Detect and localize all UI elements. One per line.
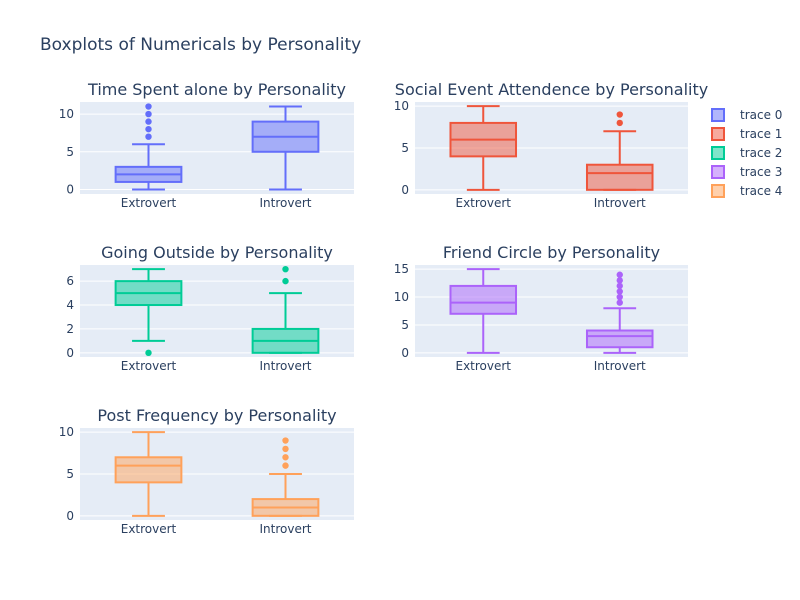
x-tick-label: Extrovert bbox=[455, 196, 511, 210]
legend-label: trace 3 bbox=[740, 165, 782, 179]
y-tick-label: 5 bbox=[401, 318, 409, 332]
legend-item-trace-0[interactable]: trace 0 bbox=[711, 108, 782, 122]
y-tick-label: 0 bbox=[401, 183, 409, 197]
box-extrovert bbox=[449, 268, 518, 354]
outlier-point bbox=[282, 445, 289, 453]
box-extrovert bbox=[114, 431, 183, 517]
iqr-box bbox=[585, 329, 654, 349]
y-tick-label: 0 bbox=[66, 182, 74, 196]
legend-swatch bbox=[711, 127, 725, 141]
x-tick-label: Introvert bbox=[260, 522, 312, 536]
legend-item-trace-2[interactable]: trace 2 bbox=[711, 146, 782, 160]
iqr-box bbox=[585, 163, 654, 191]
outlier-point bbox=[616, 293, 623, 301]
legend-item-trace-1[interactable]: trace 1 bbox=[711, 127, 782, 141]
box-introvert bbox=[585, 111, 654, 191]
subplot-title: Social Event Attendence by Personality bbox=[395, 80, 708, 99]
outlier-point bbox=[616, 299, 623, 306]
legend-swatch bbox=[711, 146, 725, 160]
y-tick-label: 0 bbox=[66, 509, 74, 523]
y-tick-label: 0 bbox=[66, 346, 74, 360]
box-extrovert bbox=[114, 103, 183, 191]
outlier-point bbox=[145, 349, 152, 357]
box-extrovert bbox=[114, 268, 183, 357]
box-extrovert bbox=[449, 105, 518, 191]
outlier-point bbox=[616, 288, 623, 295]
outlier-point bbox=[282, 277, 289, 285]
x-tick-label: Introvert bbox=[260, 359, 312, 373]
outlier-point bbox=[145, 125, 152, 133]
y-tick-label: 5 bbox=[401, 141, 409, 155]
legend-label: trace 0 bbox=[740, 108, 782, 122]
outlier-point bbox=[616, 119, 623, 127]
outlier-point bbox=[145, 133, 152, 140]
legend-swatch bbox=[711, 165, 725, 179]
outlier-point bbox=[616, 111, 623, 118]
subplot-title: Time Spent alone by Personality bbox=[87, 80, 346, 99]
x-tick-label: Extrovert bbox=[121, 196, 177, 210]
subplot-trace-2: 0 2 4 6 Going Outside by Personality Extrover… bbox=[66, 243, 354, 373]
legend-swatch bbox=[711, 184, 725, 198]
legend-label: trace 4 bbox=[740, 184, 782, 198]
box-introvert bbox=[251, 265, 320, 354]
outlier-point bbox=[282, 454, 289, 461]
outlier-point bbox=[282, 462, 289, 469]
x-tick-label: Extrovert bbox=[121, 359, 177, 373]
legend-item-trace-3[interactable]: trace 3 bbox=[711, 165, 782, 179]
outlier-point bbox=[282, 265, 289, 273]
x-tick-label: Extrovert bbox=[121, 522, 177, 536]
outlier-point bbox=[616, 271, 623, 278]
subplot-trace-4: 0 5 10 Post Frequency by Personality Extrove… bbox=[59, 406, 354, 536]
y-tick-label: 10 bbox=[394, 99, 409, 113]
legend-label: trace 1 bbox=[740, 127, 782, 141]
subplot-title: Friend Circle by Personality bbox=[443, 243, 660, 262]
subplot-trace-3: 0 5 10 15 Friend Circle by Personality Extrov… bbox=[394, 243, 688, 373]
box-introvert bbox=[251, 105, 320, 191]
outlier-point bbox=[145, 110, 152, 118]
legend-label: trace 2 bbox=[740, 146, 782, 160]
y-tick-label: 6 bbox=[66, 274, 74, 288]
subplot-trace-0: 0 5 10 Time Spent alone by Personality Extro… bbox=[59, 80, 354, 210]
box-introvert bbox=[585, 271, 654, 354]
legend-item-trace-4[interactable]: trace 4 bbox=[711, 184, 782, 198]
y-tick-label: 4 bbox=[66, 298, 74, 312]
y-tick-label: 5 bbox=[66, 145, 74, 159]
y-tick-label: 5 bbox=[66, 467, 74, 481]
y-tick-label: 10 bbox=[59, 107, 74, 121]
outlier-point bbox=[282, 437, 289, 444]
outlier-point bbox=[616, 277, 623, 284]
y-tick-label: 15 bbox=[394, 262, 409, 276]
x-tick-label: Introvert bbox=[594, 359, 646, 373]
x-tick-label: Introvert bbox=[260, 196, 312, 210]
subplot-title: Going Outside by Personality bbox=[101, 243, 333, 262]
legend-swatch bbox=[711, 108, 725, 122]
chart-title: Boxplots of Numericals by Personality bbox=[40, 35, 361, 55]
iqr-box bbox=[449, 284, 518, 315]
outlier-point bbox=[616, 282, 623, 290]
outlier-point bbox=[145, 118, 152, 125]
legend: trace 0 trace 1 trace 2 trace 3 trace 4 bbox=[711, 108, 782, 198]
x-tick-label: Extrovert bbox=[455, 359, 511, 373]
x-tick-label: Introvert bbox=[594, 196, 646, 210]
subplots: 0 5 10 Time Spent alone by Personality Extro… bbox=[59, 80, 708, 536]
outlier-point bbox=[145, 103, 152, 110]
subplot-title: Post Frequency by Personality bbox=[97, 406, 336, 425]
y-tick-label: 2 bbox=[66, 322, 74, 336]
y-tick-label: 10 bbox=[59, 425, 74, 439]
y-tick-label: 0 bbox=[401, 346, 409, 360]
box-introvert bbox=[251, 437, 320, 517]
iqr-box bbox=[114, 456, 183, 484]
y-tick-label: 10 bbox=[394, 290, 409, 304]
